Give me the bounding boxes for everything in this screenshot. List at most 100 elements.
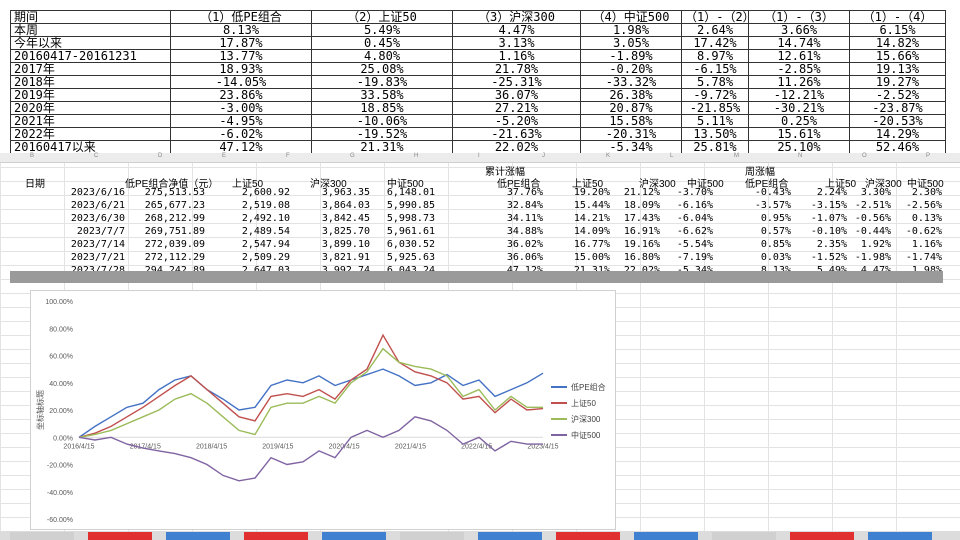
summary-cell[interactable]: -6.15%: [681, 62, 749, 76]
sheet-cell[interactable]: 2023/6/16: [70, 187, 125, 198]
sheet-cell[interactable]: 15.00%: [573, 252, 610, 263]
summary-cell[interactable]: 20.87%: [580, 101, 682, 115]
sheet-cell[interactable]: -0.44%: [854, 226, 891, 237]
summary-cell[interactable]: （1）-（4）: [849, 10, 946, 24]
sheet-cell[interactable]: -2.51%: [854, 200, 891, 211]
summary-cell[interactable]: 26.38%: [580, 88, 682, 102]
summary-cell[interactable]: -14.05%: [170, 75, 312, 89]
sheet-tab[interactable]: [478, 532, 542, 540]
summary-cell[interactable]: 1.98%: [580, 23, 682, 37]
summary-cell[interactable]: -12.21%: [748, 88, 850, 102]
sheet-cell[interactable]: 3.30%: [860, 187, 891, 198]
sheet-cell[interactable]: 14.09%: [573, 226, 610, 237]
sheet-cell[interactable]: 2023/7/28: [71, 265, 125, 276]
summary-cell[interactable]: -1.89%: [580, 49, 682, 63]
summary-cell[interactable]: 12.61%: [748, 49, 850, 63]
summary-cell[interactable]: 5.11%: [681, 114, 749, 128]
summary-cell[interactable]: 11.26%: [748, 75, 850, 89]
sheet-header-cell[interactable]: 中证500: [687, 179, 724, 190]
summary-cell[interactable]: 36.07%: [452, 88, 581, 102]
summary-cell[interactable]: -21.63%: [452, 127, 581, 141]
summary-cell[interactable]: 8.97%: [681, 49, 749, 63]
sheet-cell[interactable]: 2023/6/30: [70, 213, 125, 224]
sheet-tab[interactable]: [400, 532, 464, 540]
sheet-cell[interactable]: 0.85%: [760, 239, 791, 250]
sheet-cell[interactable]: -7.19%: [676, 252, 713, 263]
sheet-tab[interactable]: [712, 532, 776, 540]
sheet-cell[interactable]: 1.92%: [860, 239, 891, 250]
sheet-cell[interactable]: 3,963.35: [321, 187, 370, 198]
sheet-cell[interactable]: 3,899.10: [321, 239, 370, 250]
summary-cell[interactable]: 20160417-20161231: [10, 49, 171, 63]
sheet-cell[interactable]: 294,242.89: [145, 265, 205, 276]
sheet-tab[interactable]: [556, 532, 620, 540]
summary-cell[interactable]: （1）低PE组合: [170, 10, 312, 24]
summary-cell[interactable]: 15.61%: [748, 127, 850, 141]
summary-cell[interactable]: 3.13%: [452, 36, 581, 50]
sheet-cell[interactable]: 6,043.24: [387, 265, 435, 276]
sheet-cell[interactable]: 36.02%: [506, 239, 543, 250]
summary-cell[interactable]: -19.83%: [311, 75, 453, 89]
sheet-cell[interactable]: -6.04%: [676, 213, 713, 224]
summary-cell[interactable]: -9.72%: [681, 88, 749, 102]
sheet-cell[interactable]: 2023/7/7: [76, 226, 125, 237]
sheet-cell[interactable]: 6,030.52: [386, 239, 435, 250]
sheet-cell[interactable]: -0.56%: [854, 213, 891, 224]
summary-cell[interactable]: 15.58%: [580, 114, 682, 128]
sheet-cell[interactable]: 5.49%: [817, 265, 847, 276]
sheet-tab-bar[interactable]: [0, 531, 960, 540]
sheet-header-cell[interactable]: 低PE组合: [497, 179, 541, 190]
sheet-header-cell[interactable]: 沪深300: [865, 179, 902, 190]
summary-cell[interactable]: 8.13%: [170, 23, 312, 37]
summary-cell[interactable]: （1）-（3）: [748, 10, 850, 24]
sheet-cell[interactable]: 3,825.70: [321, 226, 370, 237]
sheet-cell[interactable]: 3,992.74: [322, 265, 370, 276]
sheet-cell[interactable]: 272,112.29: [144, 252, 205, 263]
summary-cell[interactable]: -5.20%: [452, 114, 581, 128]
summary-cell[interactable]: 33.58%: [311, 88, 453, 102]
sheet-cell[interactable]: -0.43%: [754, 187, 791, 198]
sheet-cell[interactable]: 0.03%: [760, 252, 791, 263]
summary-cell[interactable]: 2019年: [10, 88, 171, 102]
sheet-cell[interactable]: -3.15%: [810, 200, 847, 211]
sheet-cell[interactable]: 47.12%: [507, 265, 543, 276]
sheet-header-cell[interactable]: 上证50: [825, 179, 857, 190]
summary-cell[interactable]: （3）沪深300: [452, 10, 581, 24]
sheet-tab[interactable]: [10, 532, 74, 540]
sheet-cell[interactable]: -3.57%: [754, 200, 791, 211]
sheet-cell[interactable]: 17.43%: [623, 213, 660, 224]
summary-cell[interactable]: 2022年: [10, 127, 171, 141]
sheet-cell[interactable]: 1.16%: [911, 239, 942, 250]
sheet-header-cell[interactable]: 中证500: [907, 179, 944, 190]
sheet-cell[interactable]: 3,821.91: [321, 252, 370, 263]
sheet-cell[interactable]: -6.16%: [676, 200, 713, 211]
sheet-cell[interactable]: 2,647.03: [242, 265, 290, 276]
sheet-cell[interactable]: 2.30%: [911, 187, 942, 198]
sheet-header-cell[interactable]: 沪深300: [639, 179, 676, 190]
sheet-cell[interactable]: -6.62%: [676, 226, 713, 237]
sheet-tab[interactable]: [634, 532, 698, 540]
summary-cell[interactable]: 5.49%: [311, 23, 453, 37]
sheet-tab[interactable]: [88, 532, 152, 540]
summary-cell[interactable]: 19.13%: [849, 62, 946, 76]
summary-cell[interactable]: 5.78%: [681, 75, 749, 89]
summary-cell[interactable]: 14.74%: [748, 36, 850, 50]
summary-cell[interactable]: -25.31%: [452, 75, 581, 89]
summary-cell[interactable]: -20.53%: [849, 114, 946, 128]
summary-cell[interactable]: -2.52%: [849, 88, 946, 102]
sheet-cell[interactable]: 0.13%: [911, 213, 942, 224]
sheet-cell[interactable]: -5.34%: [677, 265, 713, 276]
cumulative-return-chart[interactable]: 100.00% 80.00% 60.00% 40.00% 20.00% 0.00% -20.…: [30, 290, 616, 530]
summary-cell[interactable]: 6.15%: [849, 23, 946, 37]
sheet-cell[interactable]: 2,519.08: [241, 200, 290, 211]
summary-cell[interactable]: 2021年: [10, 114, 171, 128]
sheet-cell[interactable]: -0.10%: [810, 226, 847, 237]
sheet-cell[interactable]: 34.88%: [506, 226, 543, 237]
sheet-cell[interactable]: 8.13%: [761, 265, 791, 276]
sheet-cell[interactable]: 2,547.94: [241, 239, 290, 250]
summary-cell[interactable]: 52.46%: [849, 140, 946, 154]
summary-cell[interactable]: 17.42%: [681, 36, 749, 50]
summary-cell[interactable]: 13.77%: [170, 49, 312, 63]
summary-cell[interactable]: 14.29%: [849, 127, 946, 141]
summary-cell[interactable]: -2.85%: [748, 62, 850, 76]
